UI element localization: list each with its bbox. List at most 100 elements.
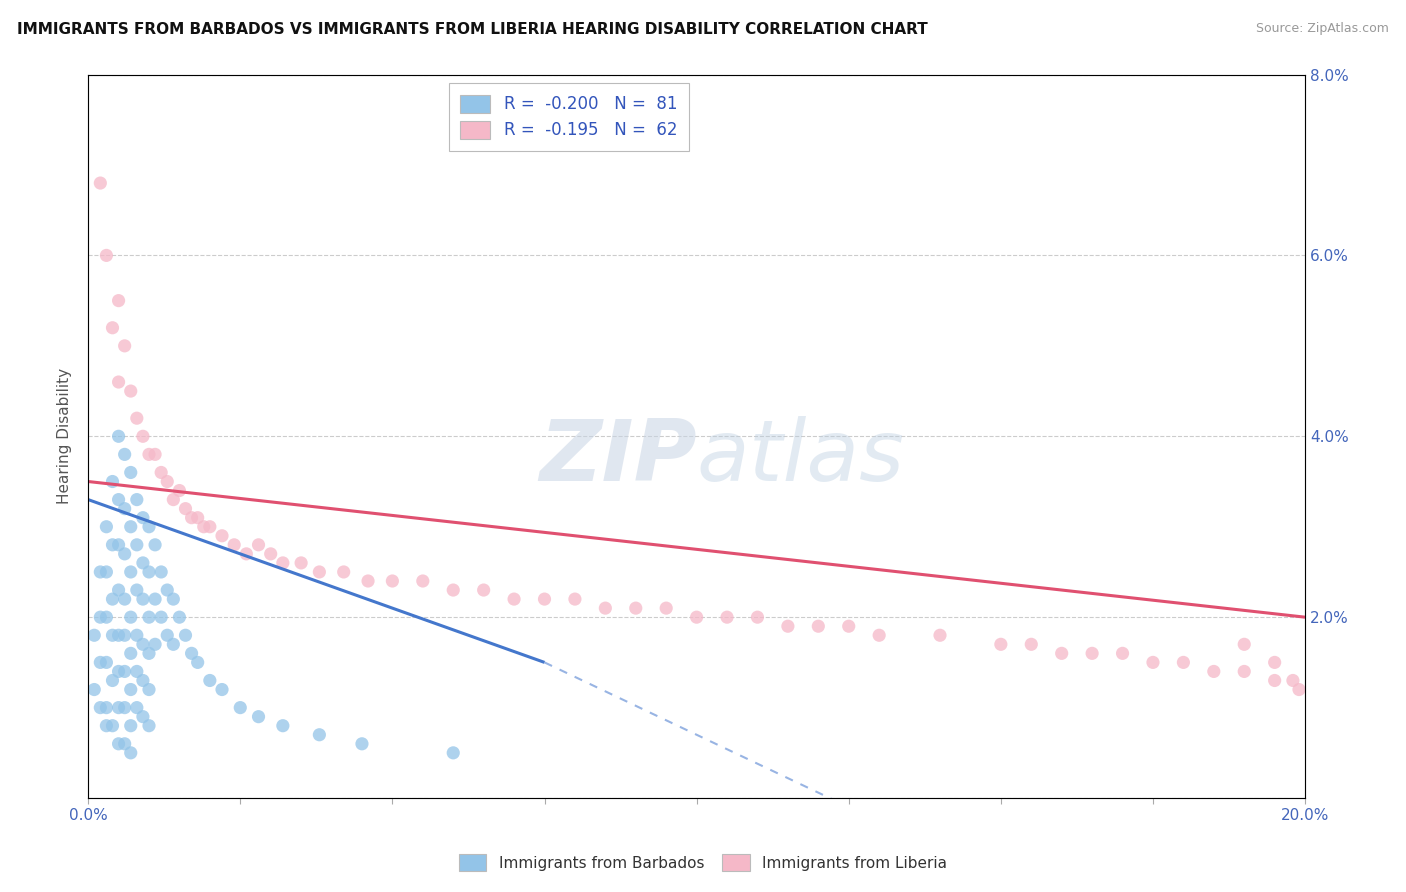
Point [138, 565, 160, 579]
Point [180, 510, 202, 524]
Point [503, 592, 526, 607]
Point [162, 637, 184, 651]
Point [132, 673, 155, 688]
Point [1173, 656, 1195, 670]
Point [229, 700, 252, 714]
Point [132, 709, 155, 723]
Point [1050, 646, 1073, 660]
Point [83, 682, 105, 697]
Point [187, 656, 209, 670]
Point [308, 728, 330, 742]
Point [156, 628, 179, 642]
Point [96, 520, 118, 534]
Point [120, 610, 142, 624]
Point [89, 176, 111, 190]
Point [120, 565, 142, 579]
Point [247, 538, 270, 552]
Point [929, 628, 952, 642]
Point [308, 565, 330, 579]
Point [101, 475, 124, 489]
Point [101, 592, 124, 607]
Point [1264, 673, 1286, 688]
Point [120, 719, 142, 733]
Point [868, 628, 890, 642]
Point [107, 665, 129, 679]
Point [107, 737, 129, 751]
Point [101, 719, 124, 733]
Point [125, 628, 148, 642]
Point [107, 628, 129, 642]
Point [990, 637, 1012, 651]
Point [150, 466, 173, 480]
Point [138, 520, 160, 534]
Point [114, 628, 136, 642]
Point [381, 574, 404, 588]
Point [290, 556, 312, 570]
Point [150, 610, 173, 624]
Point [89, 565, 111, 579]
Point [156, 475, 179, 489]
Point [114, 700, 136, 714]
Point [125, 665, 148, 679]
Point [235, 547, 257, 561]
Point [120, 466, 142, 480]
Point [162, 492, 184, 507]
Point [441, 582, 464, 597]
Point [412, 574, 434, 588]
Point [1264, 656, 1286, 670]
Point [138, 682, 160, 697]
Legend: Immigrants from Barbados, Immigrants from Liberia: Immigrants from Barbados, Immigrants fro… [453, 848, 953, 877]
Point [1233, 665, 1256, 679]
Point [138, 610, 160, 624]
Point [776, 619, 799, 633]
Point [96, 656, 118, 670]
Point [174, 628, 197, 642]
Point [138, 719, 160, 733]
Point [169, 610, 191, 624]
Point [838, 619, 860, 633]
Point [247, 709, 270, 723]
Point [1111, 646, 1133, 660]
Point [332, 565, 354, 579]
Point [271, 556, 294, 570]
Point [125, 411, 148, 425]
Point [472, 582, 495, 597]
Point [132, 637, 155, 651]
Point [1142, 656, 1164, 670]
Point [162, 592, 184, 607]
Point [114, 547, 136, 561]
Point [1202, 665, 1225, 679]
Text: ZIP: ZIP [538, 417, 696, 500]
Point [169, 483, 191, 498]
Point [120, 646, 142, 660]
Point [107, 375, 129, 389]
Point [132, 510, 155, 524]
Point [96, 610, 118, 624]
Point [101, 628, 124, 642]
Point [120, 520, 142, 534]
Point [271, 719, 294, 733]
Point [101, 673, 124, 688]
Point [138, 646, 160, 660]
Point [125, 538, 148, 552]
Point [120, 384, 142, 398]
Point [89, 656, 111, 670]
Point [716, 610, 738, 624]
Point [89, 610, 111, 624]
Point [350, 737, 373, 751]
Point [114, 665, 136, 679]
Text: Source: ZipAtlas.com: Source: ZipAtlas.com [1256, 22, 1389, 36]
Point [114, 592, 136, 607]
Point [156, 582, 179, 597]
Point [655, 601, 678, 615]
Point [174, 501, 197, 516]
Point [96, 248, 118, 262]
Point [101, 320, 124, 334]
Point [120, 682, 142, 697]
Point [685, 610, 707, 624]
Y-axis label: Hearing Disability: Hearing Disability [58, 368, 72, 504]
Point [125, 492, 148, 507]
Text: atlas: atlas [696, 417, 904, 500]
Point [1019, 637, 1042, 651]
Point [224, 538, 246, 552]
